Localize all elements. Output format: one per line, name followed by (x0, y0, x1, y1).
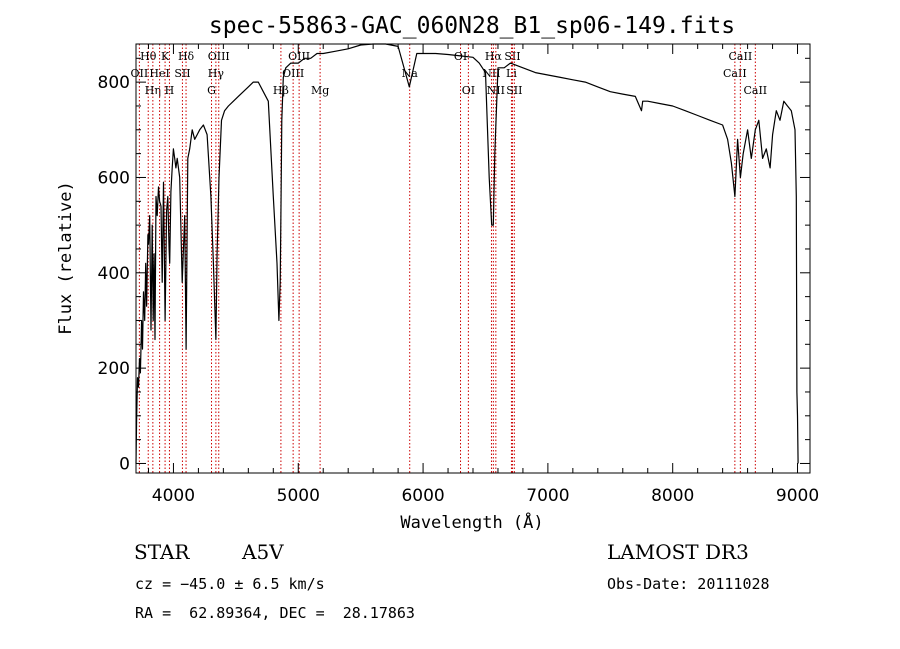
line-label: CaII (743, 84, 767, 97)
line-label: Hγ (208, 67, 225, 80)
x-axis-label: Wavelength (Å) (400, 511, 543, 533)
line-label: OIII (208, 50, 230, 63)
axis-ticks: 4000 5000 6000 7000 8000 9000 0 200 400 600 800 (98, 44, 819, 506)
chart-title: spec-55863-GAC_060N28_B1_sp06-149.fits (209, 13, 735, 39)
series-group (135, 43, 799, 464)
x-tick-label: 5000 (277, 486, 320, 506)
line-label: Na (402, 67, 419, 80)
series-line-flux (135, 43, 799, 464)
line-label: Hδ (178, 50, 195, 63)
line-label: Hη (145, 84, 161, 97)
line-label: OIII (288, 50, 310, 63)
x-tick-label: 8000 (651, 486, 694, 506)
line-markers: HθOIIHηHeIKHSIIHδGHγOIIIHβOIIIOIIIMgNaOI… (131, 44, 767, 473)
y-tick-label: 800 (98, 73, 130, 93)
survey-name: LAMOST DR3 (607, 540, 749, 564)
object-class: STAR (134, 540, 190, 564)
line-label: Hθ (140, 50, 157, 63)
object-subclass: A5V (242, 540, 284, 564)
x-tick-label: 4000 (152, 486, 195, 506)
line-label: NII (487, 84, 505, 97)
y-tick-label: 600 (98, 168, 130, 188)
line-label: CaII (723, 67, 747, 80)
line-label: Li (506, 67, 517, 80)
line-label: HeI (149, 67, 169, 80)
line-label: G (207, 84, 216, 97)
line-label: SII (174, 67, 190, 80)
x-tick-label: 6000 (401, 486, 444, 506)
y-tick-label: 200 (98, 359, 130, 379)
line-label: K (161, 50, 170, 63)
x-tick-label: 7000 (526, 486, 569, 506)
line-label: OI (462, 84, 475, 97)
line-label: CaII (729, 50, 753, 63)
x-tick-label: 9000 (776, 486, 819, 506)
line-label: H (165, 84, 175, 97)
plot-frame (135, 43, 811, 474)
y-tick-label: 0 (119, 454, 130, 474)
ra-dec: RA = 62.89364, DEC = 28.17863 (135, 604, 415, 622)
line-label: Hβ (273, 84, 289, 97)
line-label: Mg (311, 84, 329, 97)
line-label: OII (131, 67, 149, 80)
line-label: SII (506, 84, 522, 97)
y-axis-label: Flux (relative) (56, 181, 76, 335)
line-label: SII (504, 50, 520, 63)
redshift-cz: cz = −45.0 ± 6.5 km/s (135, 575, 325, 593)
obs-date: Obs-Date: 20111028 (607, 575, 770, 593)
y-tick-label: 400 (98, 264, 130, 284)
line-label: Hα (485, 50, 503, 63)
